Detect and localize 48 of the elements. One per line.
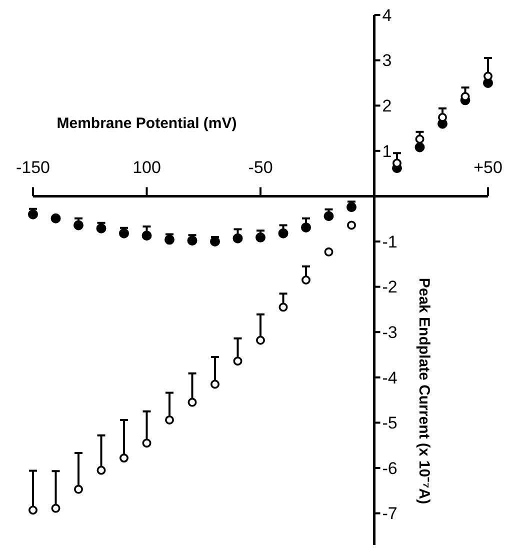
point <box>142 230 152 241</box>
y-tick-label: -5 <box>382 414 398 433</box>
y-axis-title: Peak Endplate Current (x 10⁻⁷A) <box>415 278 432 504</box>
point <box>415 134 424 144</box>
y-tick-label: 1 <box>382 142 392 161</box>
y-tick-label: -3 <box>382 323 398 342</box>
point <box>187 236 198 246</box>
y-tick-label: -7 <box>382 504 398 524</box>
point <box>233 356 242 366</box>
point <box>142 438 152 448</box>
point <box>96 466 106 475</box>
point <box>74 220 84 230</box>
point <box>324 247 334 256</box>
point <box>28 506 38 515</box>
y-tick-label: -6 <box>382 458 398 478</box>
point <box>188 398 197 407</box>
point <box>164 234 174 245</box>
point <box>50 213 61 224</box>
y-tick-label: 3 <box>382 51 392 70</box>
point <box>302 276 310 284</box>
point <box>120 454 128 463</box>
point <box>278 228 288 238</box>
x-axis-title: Membrane Potential (mV) <box>56 115 237 132</box>
y-tick-label: 4 <box>382 6 392 25</box>
point <box>347 220 356 230</box>
y-tick-label: 2 <box>382 96 392 116</box>
x-tick-label: -150 <box>16 158 50 178</box>
point <box>256 336 265 345</box>
point <box>346 202 356 212</box>
y-tick-label: -4 <box>382 368 398 388</box>
point <box>119 228 129 238</box>
point <box>324 211 334 222</box>
point <box>210 380 220 389</box>
point <box>51 504 60 513</box>
y-tick-label: -2 <box>382 278 398 297</box>
point <box>74 484 83 494</box>
point <box>96 223 106 234</box>
x-tick-label: +50 <box>474 158 502 178</box>
x-tick-label: -50 <box>248 158 273 178</box>
point <box>28 209 38 220</box>
x-tick-label: 100 <box>132 158 161 178</box>
point <box>278 302 288 312</box>
point <box>232 233 243 244</box>
point <box>256 232 266 242</box>
point <box>165 415 174 424</box>
point <box>301 222 311 232</box>
point <box>414 142 425 152</box>
y-tick-label: -1 <box>382 232 398 252</box>
